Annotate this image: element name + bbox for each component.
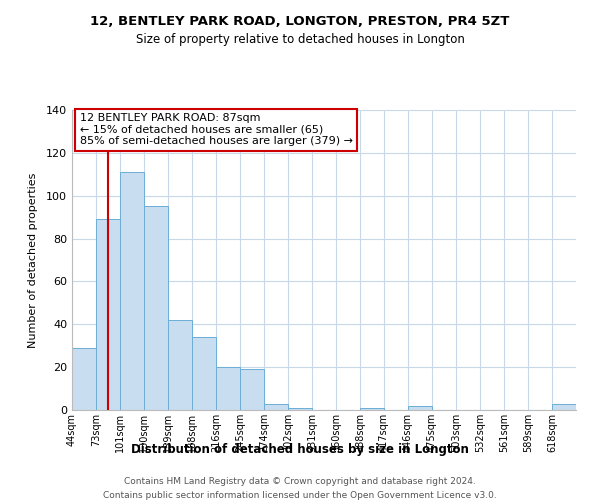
Text: Contains HM Land Registry data © Crown copyright and database right 2024.: Contains HM Land Registry data © Crown c… [124, 478, 476, 486]
Bar [216, 367, 240, 410]
Text: 12 BENTLEY PARK ROAD: 87sqm
← 15% of detached houses are smaller (65)
85% of sem: 12 BENTLEY PARK ROAD: 87sqm ← 15% of det… [80, 113, 353, 146]
Y-axis label: Number of detached properties: Number of detached properties [28, 172, 38, 348]
Bar [168, 320, 192, 410]
Text: Distribution of detached houses by size in Longton: Distribution of detached houses by size … [131, 442, 469, 456]
Bar [120, 172, 144, 410]
Text: 12, BENTLEY PARK ROAD, LONGTON, PRESTON, PR4 5ZT: 12, BENTLEY PARK ROAD, LONGTON, PRESTON,… [91, 15, 509, 28]
Bar [360, 408, 384, 410]
Bar [408, 406, 432, 410]
Bar [144, 206, 168, 410]
Text: Contains public sector information licensed under the Open Government Licence v3: Contains public sector information licen… [103, 491, 497, 500]
Bar [288, 408, 312, 410]
Text: Size of property relative to detached houses in Longton: Size of property relative to detached ho… [136, 32, 464, 46]
Bar [552, 404, 576, 410]
Bar [72, 348, 96, 410]
Bar [240, 370, 264, 410]
Bar [96, 220, 120, 410]
Bar [264, 404, 288, 410]
Bar [192, 337, 216, 410]
